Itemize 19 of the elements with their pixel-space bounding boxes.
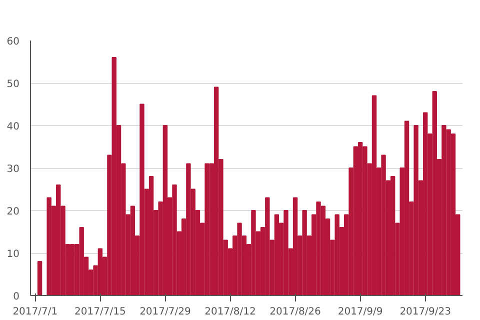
- x-tick-label: 2017/8/26: [270, 306, 321, 318]
- y-tick-label: 20: [6, 206, 20, 218]
- x-tick-label: 2017/7/29: [140, 306, 191, 318]
- bar: [292, 197, 298, 296]
- x-tick-label: 2017/8/12: [204, 306, 256, 318]
- y-tick-label: 50: [6, 79, 20, 90]
- bar: [148, 176, 154, 296]
- x-tick-label: 2017/7/1: [12, 306, 58, 318]
- x-tick-label: 2017/7/15: [74, 306, 126, 318]
- bar: [70, 244, 75, 296]
- y-tick-label: 40: [6, 122, 20, 132]
- bar: [37, 261, 42, 296]
- y-tick-label: 60: [6, 36, 20, 48]
- x-tick-label: 2017/9/23: [400, 306, 451, 318]
- y-tick-label: 0: [13, 292, 20, 302]
- y-tick-label: 30: [6, 164, 20, 175]
- bar: [404, 120, 410, 296]
- x-tick-label: 2017/9/9: [338, 306, 383, 318]
- y-tick-label: 10: [6, 249, 20, 260]
